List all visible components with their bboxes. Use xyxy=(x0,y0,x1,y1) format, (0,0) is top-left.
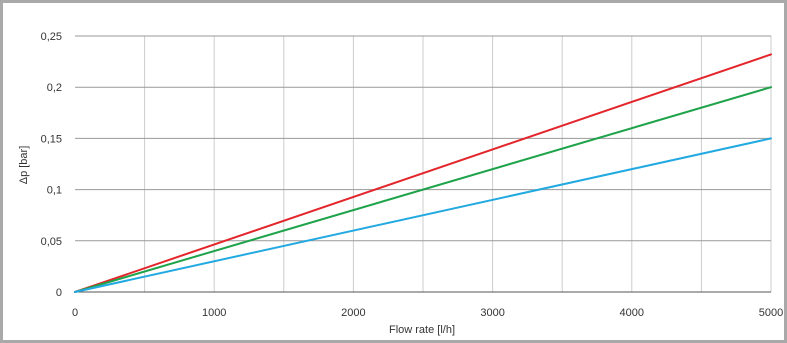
x-tick-label: 4000 xyxy=(620,307,644,319)
y-tick-label: 0,15 xyxy=(41,133,62,145)
y-tick-label: 0,1 xyxy=(47,185,62,197)
y-tick-label: 0,05 xyxy=(41,236,62,248)
grid xyxy=(75,35,772,293)
x-tick-label: 5000 xyxy=(759,307,783,319)
series-line xyxy=(74,53,772,293)
x-axis-label: Flow rate [l/h] xyxy=(389,324,455,336)
x-tick-label: 0 xyxy=(72,307,78,319)
x-tick-label: 1000 xyxy=(202,307,226,319)
y-tick-label: 0,25 xyxy=(41,31,62,43)
tick-labels: 0 0,05 0,1 0,15 0,2 0,25 0 1000 2000 3000 4000 5000 xyxy=(41,31,784,319)
series-line xyxy=(74,137,772,293)
series-layer xyxy=(74,53,772,293)
y-axis-label: Δp [bar] xyxy=(18,146,30,185)
y-tick-label: 0,2 xyxy=(47,82,62,94)
series-line xyxy=(74,86,772,293)
y-tick-label: 0 xyxy=(56,287,62,299)
x-tick-label: 2000 xyxy=(341,307,365,319)
x-tick-label: 3000 xyxy=(480,307,504,319)
